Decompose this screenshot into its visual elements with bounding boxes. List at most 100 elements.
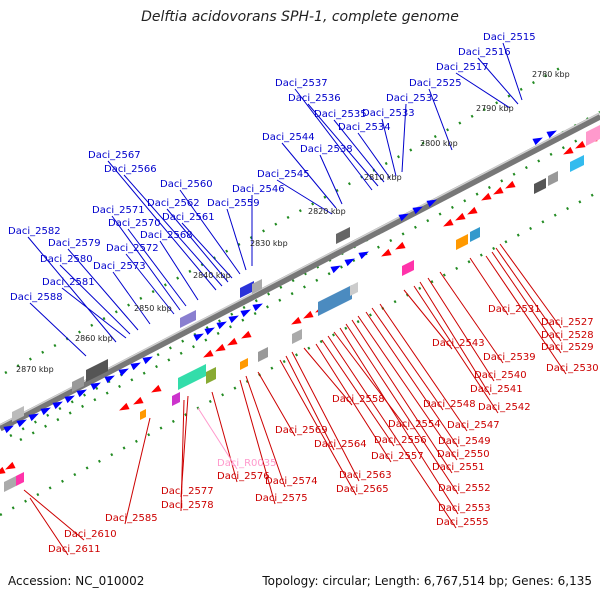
leader-line (427, 277, 495, 382)
reverse-gene-arrow (203, 349, 214, 358)
forward-gene-arrow (412, 206, 423, 215)
leader-line (339, 327, 459, 515)
leader-line (245, 375, 286, 488)
gene-label-top: Daci_2567 (88, 150, 141, 161)
gene-label-bottom: Daci_2576 (217, 471, 270, 482)
gene-label-top: Daci_2532 (386, 93, 439, 104)
magenta-gene-block (16, 472, 24, 486)
gray-gene-block (86, 359, 108, 382)
leader-line (112, 271, 151, 325)
leader-line (469, 257, 509, 316)
gene-labels: Daci_2515 Daci_2516 Daci_2517 Daci_2525 Daci… (8, 32, 599, 555)
gene-label-bottom: Daci_2547 (447, 420, 500, 431)
gene-label-bottom: Daci_2551 (432, 462, 485, 473)
gene-label-bottom: Daci_2543 (432, 338, 485, 349)
leader-line (307, 103, 379, 187)
leader-line (303, 347, 353, 406)
gene-label-top: Daci_2570 (108, 218, 161, 229)
gene-label-top: Daci_2588 (10, 292, 63, 303)
leader-line (59, 264, 131, 335)
leader-line (124, 417, 151, 525)
leader-line (181, 222, 233, 279)
forward-gene-arrow (344, 258, 355, 267)
gene-label-bottom: Daci_2611 (48, 544, 101, 555)
forward-gene-arrow (426, 199, 437, 208)
orange-gene-block (456, 234, 468, 250)
gray-gene-block (12, 406, 24, 422)
forward-gene-arrow (130, 362, 141, 371)
backbone-line (0, 112, 600, 432)
reverse-gene-arrow (505, 180, 516, 189)
gene-label-bottom: Daci_2558 (332, 394, 385, 405)
leader-line (291, 351, 360, 482)
kbp-label: 2830 kbp (250, 239, 288, 248)
leader-line (285, 355, 335, 451)
gene-label-top: Daci_2561 (162, 212, 215, 223)
gene-label-top: Daci_2517 (436, 62, 489, 73)
leader-line (107, 160, 217, 291)
reverse-gene-arrow (151, 384, 162, 393)
leader-line (428, 88, 453, 151)
leader-line (125, 253, 175, 315)
gene-label-bottom: Daci_2548 (423, 399, 476, 410)
reverse-gene-arrow (467, 206, 478, 215)
gray-gene-block (4, 476, 16, 492)
reverse-gene-arrow (575, 140, 586, 149)
leader-line (281, 142, 337, 209)
leader-line (159, 240, 199, 301)
leader-line (345, 323, 459, 495)
forward-gene-arrow (228, 315, 239, 324)
leader-line (166, 208, 229, 283)
leader-line (333, 119, 385, 183)
gene-label-bottom: Daci_2575 (255, 493, 308, 504)
leader-line (495, 247, 562, 342)
reverse-gene-arrow (133, 396, 144, 405)
gray-gene-block (534, 178, 546, 194)
reverse-gene-arrow (443, 218, 454, 227)
kbp-label: 2850 kbp (134, 304, 172, 313)
reverse-gene-arrow (395, 241, 406, 250)
gene-label-bottom: Daci_2569 (275, 425, 328, 436)
gene-label-bottom: Daci_2585 (105, 513, 158, 524)
leader-line (365, 311, 459, 448)
gene-label-top: Daci_2525 (409, 78, 462, 89)
forward-gene-arrow (240, 309, 251, 318)
forward-gene-arrow (3, 425, 14, 434)
leader-line (127, 228, 187, 307)
pink-gene-block (586, 125, 600, 146)
kbp-label: 2870 kbp (16, 365, 54, 374)
gene-label-top: Daci_2566 (104, 164, 157, 175)
leader-line (111, 215, 181, 311)
forward-gene-arrow (252, 303, 263, 312)
reverse-gene-arrow (455, 212, 466, 221)
forward-gene-arrow (28, 413, 39, 422)
reverse-gene-arrow (303, 310, 314, 319)
outer-lower-tick-track (0, 189, 600, 517)
leader-line (381, 118, 397, 177)
gene-label-top: Daci_2560 (160, 179, 213, 190)
gene-label-top: Daci_2579 (48, 238, 101, 249)
forward-gene-arrow (204, 327, 215, 336)
reverse-gene-arrow (0, 466, 6, 474)
leader-line (333, 331, 409, 431)
leader-line (29, 302, 87, 357)
gray-gene-block (72, 376, 84, 392)
leader-line (499, 243, 562, 329)
reverse-gene-arrow (291, 316, 302, 325)
orange-gene-block (140, 409, 146, 420)
gene-features (0, 125, 600, 492)
orange-gene-block (240, 358, 248, 370)
forward-gene-arrow (40, 407, 51, 416)
topology-text: Topology: circular; Length: 6,767,514 bp… (262, 574, 592, 588)
leader-line (351, 319, 453, 474)
magenta-gene-block (172, 392, 180, 406)
leader-line (29, 497, 69, 556)
kbp-label: 2840 kbp (193, 271, 231, 280)
leader-line (419, 281, 491, 396)
gene-label-bottom: Daci_2552 (438, 483, 491, 494)
blue-gene-block (470, 227, 480, 242)
leader-line (403, 289, 453, 350)
gene-label-top: Daci_2572 (106, 243, 159, 254)
rna-label: Daci_R0035 (217, 458, 277, 469)
leader-line (357, 315, 458, 461)
